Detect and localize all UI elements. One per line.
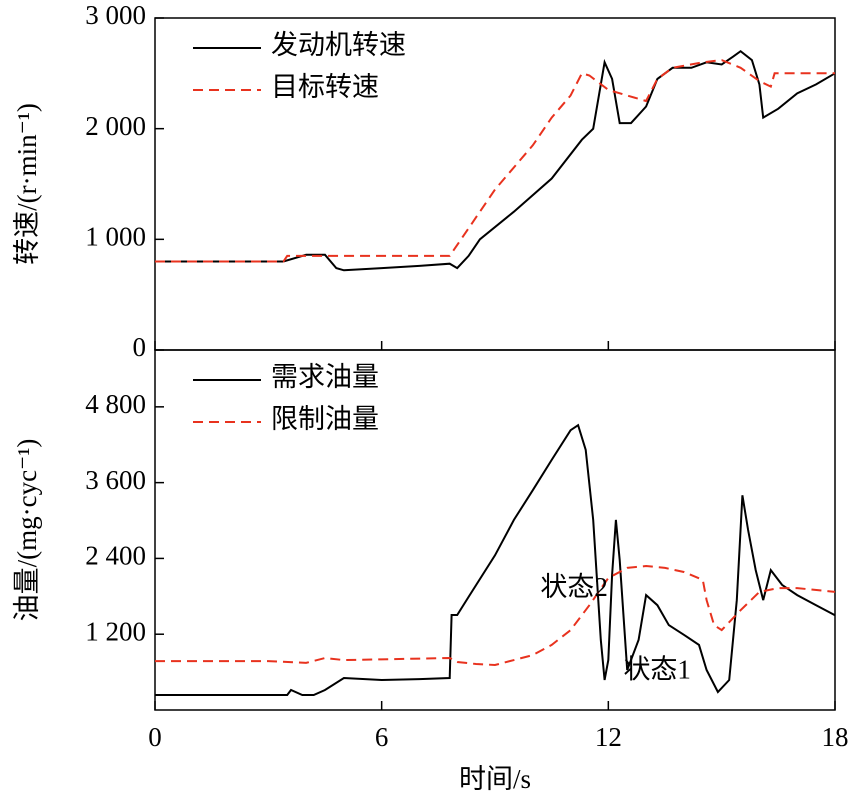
series-line (155, 49, 836, 272)
y-tick-label: 1 000 (85, 222, 146, 252)
y-tick-label: 2 400 (85, 541, 146, 571)
plot-frame (154, 17, 836, 351)
legend-label: 限制油量 (271, 404, 379, 434)
annotation: 状态2 (540, 572, 608, 602)
series-line (155, 423, 836, 696)
y-tick-label: 2 000 (85, 111, 146, 141)
x-axis-label: 时间/s (459, 764, 531, 794)
y-axis-label: 转速/(r·min⁻¹) (12, 103, 42, 265)
y-tick-label: 1 200 (85, 616, 146, 646)
x-tick-label: 12 (595, 722, 622, 752)
series-line (155, 564, 836, 667)
plot-frame (154, 349, 836, 711)
legend-label: 需求油量 (271, 362, 379, 392)
y-axis-label: 油量/(mg·cyc⁻¹) (12, 439, 42, 622)
y-tick-label: 4 800 (85, 389, 146, 419)
x-tick-label: 6 (375, 722, 389, 752)
annotation: 状态1 (623, 654, 691, 684)
legend-label: 发动机转速 (271, 30, 406, 60)
y-tick-label: 3 600 (85, 465, 146, 495)
x-tick-label: 18 (822, 722, 849, 752)
x-tick-label: 0 (148, 722, 162, 752)
y-tick-label: 0 (133, 332, 147, 362)
legend-label: 目标转速 (271, 72, 379, 102)
y-tick-label: 3 000 (85, 0, 146, 30)
